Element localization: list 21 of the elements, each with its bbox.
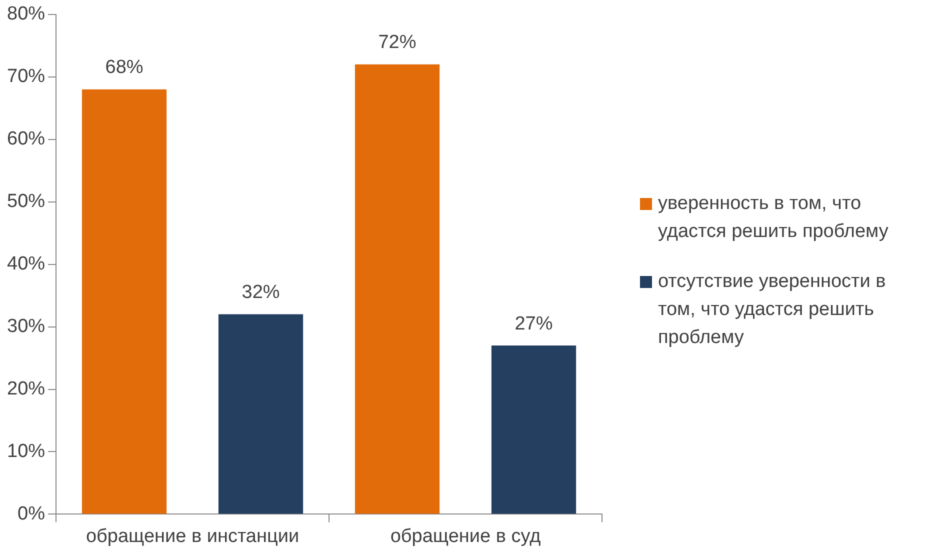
y-tick-label: 50% [6, 191, 46, 212]
y-tick-label: 70% [6, 66, 46, 88]
y-tick-label: 0% [18, 503, 46, 524]
x-tick-label: обращение в инстанции [86, 526, 300, 547]
legend-label: уверенность в том, что удастся решить проблему [658, 192, 890, 244]
bar [354, 64, 440, 514]
y-tick-label: 30% [6, 316, 46, 338]
bar [82, 89, 167, 514]
bar [218, 314, 304, 514]
text: 32% [242, 282, 280, 304]
y-tick-label: 40% [6, 254, 46, 275]
y-tick-label: 10% [6, 440, 46, 462]
text: 68% [105, 57, 144, 78]
y-tick-label: 20% [6, 378, 46, 400]
y-tick-label: 60% [6, 128, 46, 150]
text: 72% [378, 32, 416, 54]
bar [491, 346, 576, 514]
y-tick-label: 80% [6, 4, 46, 25]
text: 27% [514, 313, 553, 334]
legend-label: отсутствие уверенности в том, что удастся решить проблему [658, 270, 887, 350]
x-tick-label: обращение в суд [390, 526, 541, 547]
